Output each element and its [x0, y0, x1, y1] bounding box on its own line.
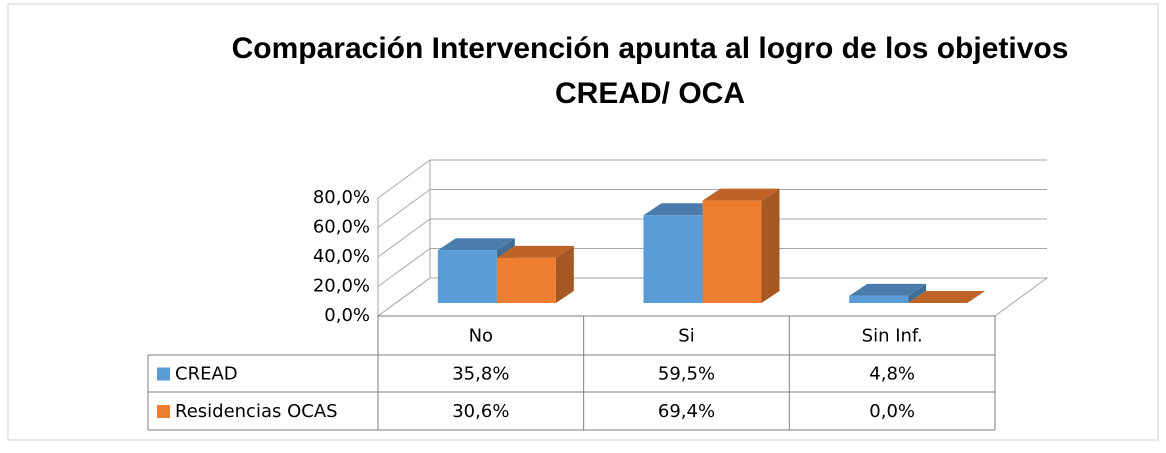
legend-label: CREAD: [175, 364, 238, 385]
x-tick-label: Sin Inf.: [862, 326, 923, 347]
chart-title: Comparación Intervención apunta al logro…: [232, 32, 1069, 110]
x-tick-label: Si: [678, 326, 694, 347]
bar-top: [643, 203, 721, 216]
data-label: 0,0%: [869, 401, 915, 422]
bar-top: [908, 291, 986, 303]
legend-key: [157, 367, 170, 381]
y-tick-label: 60,0%: [313, 217, 370, 238]
y-tick-label: 80,0%: [313, 187, 370, 208]
bar-side: [555, 245, 574, 303]
bar: [702, 188, 780, 303]
bar-top: [702, 188, 780, 201]
data-label: 30,6%: [452, 401, 509, 422]
bar: [908, 291, 986, 303]
bar-front: [437, 250, 497, 303]
legend-label: Residencias OCAS: [175, 401, 338, 422]
chart-frame: [7, 3, 1159, 441]
bar: [496, 245, 574, 303]
bar-front: [496, 257, 556, 303]
y-tick-label: 20,0%: [313, 276, 370, 297]
data-label: 59,5%: [658, 364, 715, 385]
bar-top: [437, 238, 515, 251]
bar-top: [496, 245, 574, 258]
legend-key: [157, 405, 170, 418]
bar-top: [849, 283, 927, 296]
bar-front: [849, 295, 909, 303]
y-tick-label: 0,0%: [324, 305, 370, 326]
data-label: 4,8%: [869, 364, 915, 385]
bar-side: [761, 188, 780, 303]
bar-front: [702, 200, 762, 303]
bar: [437, 238, 515, 303]
x-tick-label: No: [469, 326, 493, 347]
y-tick-label: 40,0%: [313, 246, 370, 267]
data-label: 35,8%: [452, 364, 509, 385]
bar-front: [643, 215, 703, 303]
bar: [849, 283, 927, 303]
data-label: 69,4%: [658, 401, 715, 422]
bar-side: [908, 283, 927, 303]
